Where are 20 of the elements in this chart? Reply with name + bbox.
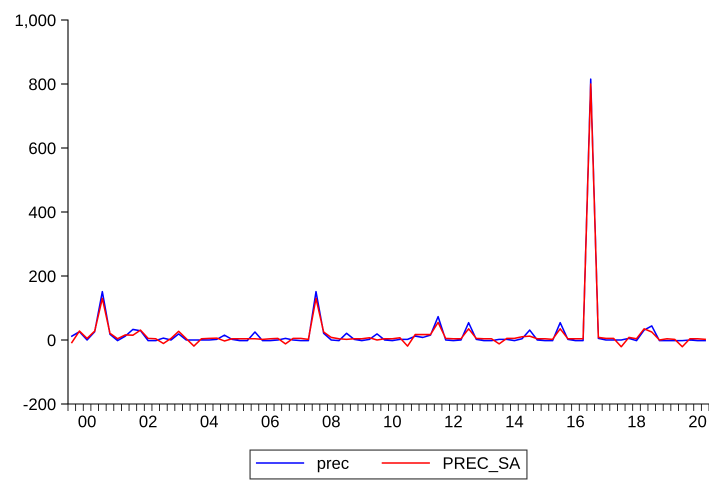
x-tick-label: 08 <box>322 416 340 428</box>
y-tick-label: 1,000 <box>16 14 56 28</box>
legend-label: prec <box>318 460 349 472</box>
x-tick-label: 04 <box>200 416 218 428</box>
x-tick-label: 20 <box>689 416 706 428</box>
y-tick-label: 200 <box>29 270 56 282</box>
legend-label: PREC_SA <box>444 457 520 472</box>
x-tick-label: 18 <box>628 416 646 428</box>
y-tick-label: 0 <box>48 334 56 346</box>
x-tick-label: 12 <box>445 416 462 428</box>
y-tick-label: 600 <box>29 142 56 154</box>
x-tick-label: 16 <box>567 416 584 428</box>
y-tick-label: 400 <box>28 206 56 218</box>
y-tick-label: -200 <box>24 398 56 410</box>
x-tick-label: 00 <box>78 416 96 428</box>
x-tick-label: 02 <box>140 416 157 428</box>
x-tick-label: 10 <box>384 416 401 428</box>
x-tick-label: 06 <box>262 416 279 428</box>
x-tick-label: 14 <box>506 416 524 428</box>
y-tick-label: 800 <box>29 78 56 90</box>
